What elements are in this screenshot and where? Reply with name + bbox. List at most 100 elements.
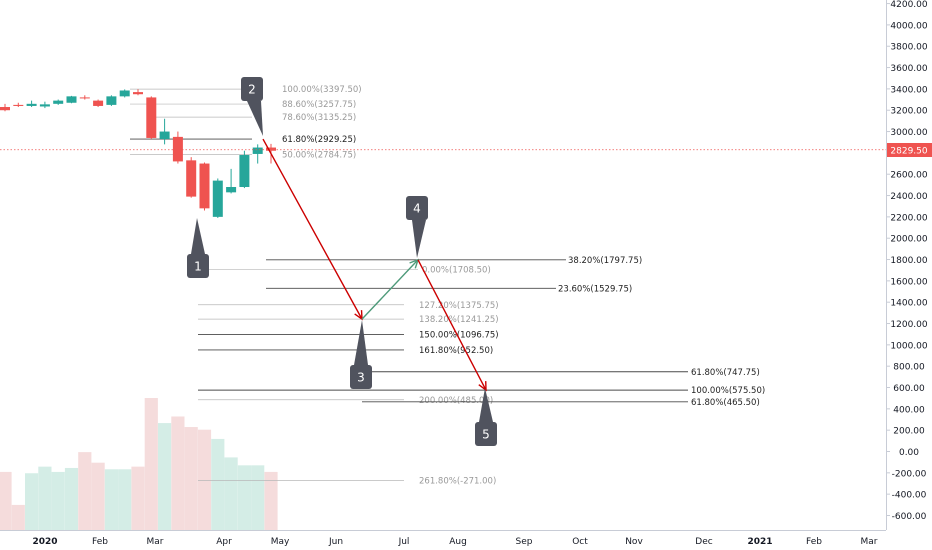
y-tick-label: 3400.00: [890, 85, 927, 95]
fib-level-label: 50.00%(2784.75): [282, 151, 356, 161]
y-tick-label: 3800.00: [890, 43, 927, 53]
current-price-badge-bg: [887, 143, 932, 157]
fib-level-label: 61.80%(465.50): [691, 398, 760, 408]
candle-body: [0, 107, 10, 111]
callout-box: [350, 365, 372, 389]
wave-arrow-2-3: [262, 138, 363, 320]
wave-callout-4: 4: [406, 196, 428, 258]
candle-body: [159, 131, 170, 140]
candle-body: [66, 96, 77, 103]
volume-bar: [78, 452, 92, 530]
y-tick-label: 4000.00: [890, 21, 927, 31]
y-tick-label: 1800.00: [890, 256, 927, 266]
volume-bar: [211, 438, 225, 530]
y-tick-label: 1400.00: [890, 299, 927, 309]
y-tick-label: 200.00: [893, 427, 925, 437]
candle-body: [266, 147, 276, 151]
callout-label: 3: [357, 371, 365, 385]
volume-bar: [237, 465, 251, 530]
y-tick-label: 1600.00: [890, 277, 927, 287]
wave-callout-1: 1: [187, 218, 209, 278]
volume-bar: [171, 416, 185, 530]
fib-level-label: 23.60%(1529.75): [558, 284, 632, 294]
volume-bar: [131, 466, 145, 530]
callout-box: [187, 254, 209, 278]
fib-level-label: 100.00%(575.50): [691, 386, 765, 396]
callout-pointer: [479, 388, 493, 422]
wave-callout-3: 3: [350, 320, 372, 389]
y-tick-label: 600.00: [893, 384, 925, 394]
candle-body: [39, 104, 50, 107]
volume-bar: [158, 423, 172, 530]
volume-bar: [64, 467, 79, 530]
candle-body: [146, 97, 157, 138]
y-tick-label: 3200.00: [890, 107, 927, 117]
callout-label: 2: [248, 83, 256, 97]
y-tick-label: 2200.00: [890, 213, 927, 223]
x-tick-label: Aug: [449, 537, 467, 547]
wave-projection: [262, 138, 487, 392]
x-tick-label: Jul: [398, 537, 410, 547]
candle-body: [93, 100, 104, 106]
volume-bar: [118, 469, 132, 530]
volume-bar: [251, 465, 265, 530]
volume-bar: [51, 471, 65, 530]
x-tick-label: May: [271, 537, 290, 547]
callout-pointer: [191, 218, 205, 254]
volume-bar: [144, 398, 158, 530]
y-tick-label: 4200.00: [890, 0, 927, 10]
x-tick-label: Sep: [516, 537, 533, 547]
wave-callout-2: 2: [241, 77, 263, 136]
candle-body: [133, 92, 143, 95]
current-price-badge: 2829.50: [887, 143, 932, 157]
x-tick-label: Apr: [216, 537, 232, 547]
x-tick-label: Feb: [806, 537, 822, 547]
fibonacci-levels: 100.00%(3397.50) 88.60%(3257.75) 78.60%(31…: [130, 85, 765, 486]
x-axis-ticks: 2020 Feb Mar Apr May Jun Jul Aug Sep Oct Nov Dec 202…: [32, 537, 877, 547]
fib-level-label: 38.20%(1797.75): [568, 256, 642, 266]
x-tick-label: Feb: [92, 537, 108, 547]
x-tick-label: Mar: [147, 537, 164, 547]
volume-bar: [38, 466, 52, 530]
y-tick-label: -600.00: [892, 512, 927, 522]
volume-bar: [184, 427, 198, 530]
x-tick-label: 2020: [32, 537, 57, 547]
candle-body: [199, 163, 210, 209]
callout-box: [406, 196, 428, 220]
volume-bar: [11, 504, 25, 530]
y-tick-label: -200.00: [892, 469, 927, 479]
volume-bar: [197, 429, 212, 530]
wave-arrow-4-5: [417, 259, 487, 391]
fib-level-label: 200.00%(485.00): [419, 396, 493, 406]
candle-body: [252, 147, 263, 154]
y-tick-label: 400.00: [893, 405, 925, 415]
wave-callout-5: 5: [475, 388, 497, 446]
candle-body: [106, 96, 117, 105]
fib-level-label: 161.80%(952.50): [419, 346, 493, 356]
callout-pointer: [354, 320, 368, 365]
y-tick-label: 2400.00: [890, 192, 927, 202]
volume-bar: [91, 462, 105, 530]
fib-level-label: 88.60%(3257.75): [282, 100, 356, 110]
y-tick-label: 800.00: [893, 363, 925, 373]
candle-body: [26, 103, 37, 106]
x-tick-label: Mar: [861, 537, 878, 547]
candle-body: [212, 180, 223, 217]
candle-body: [226, 187, 237, 193]
wave-callouts: 1 2 3 4 5: [187, 77, 497, 446]
fib-level-label: 61.80%(2929.25): [282, 135, 356, 145]
candle-body: [239, 155, 250, 188]
wave-arrow-3-4: [361, 259, 419, 320]
candle-body: [186, 160, 197, 197]
y-tick-label: 1200.00: [890, 320, 927, 330]
volume-bar: [104, 469, 118, 530]
candle-body: [53, 100, 64, 104]
current-price-badge-text: 2829.50: [890, 147, 927, 157]
y-tick-label: 3000.00: [890, 128, 927, 138]
candle-body: [13, 104, 24, 106]
fib-level-label: 150.00%(1096.75): [419, 331, 499, 341]
callout-pointer: [247, 101, 263, 136]
fib-level-label: 100.00%(3397.50): [282, 85, 362, 95]
